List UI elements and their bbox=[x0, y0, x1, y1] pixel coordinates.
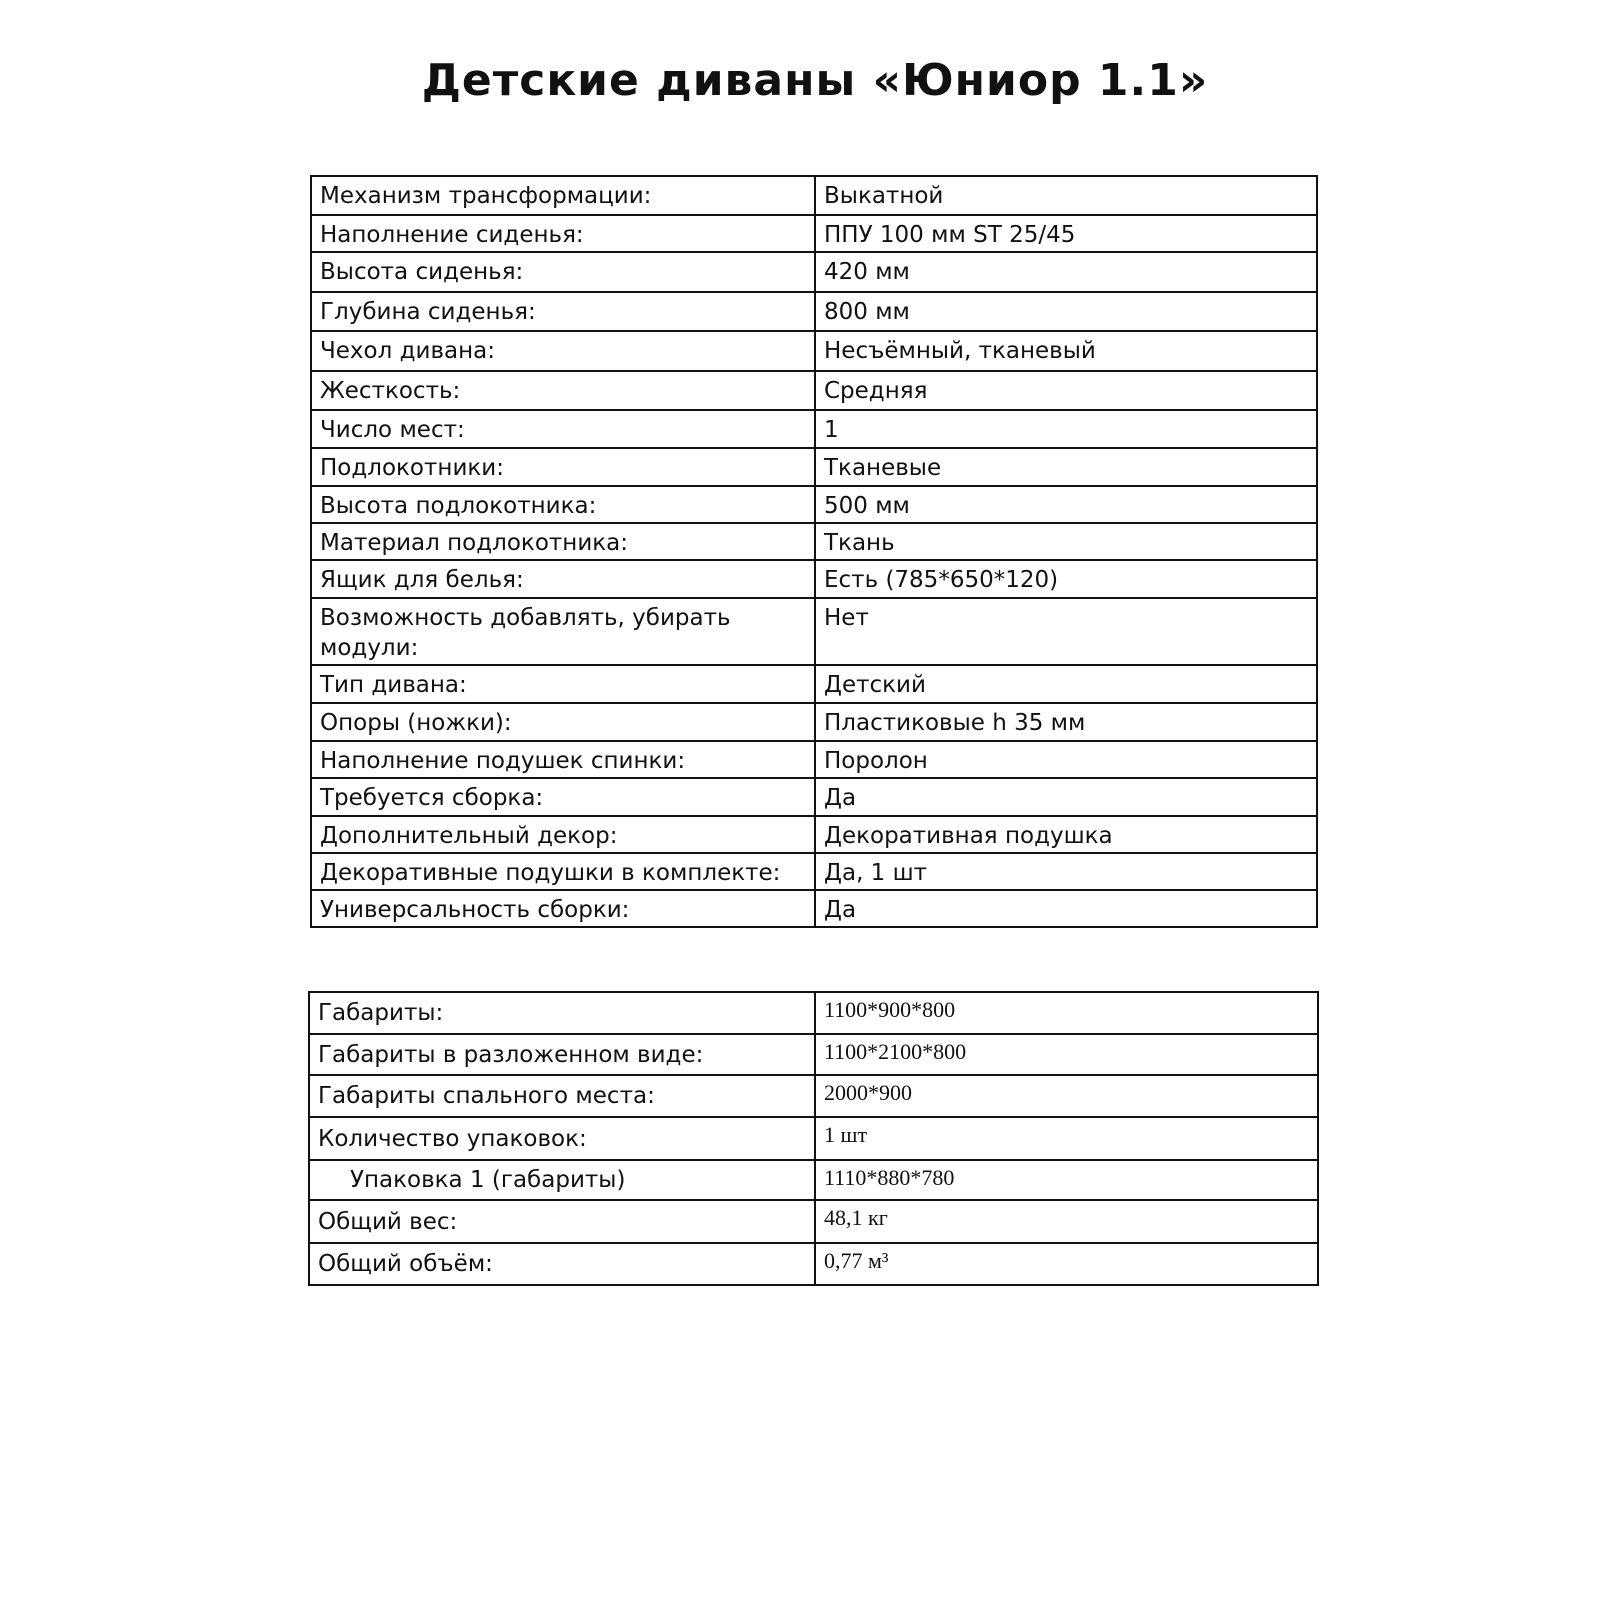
table-row: Возможность добавлять, убирать модули: Не… bbox=[310, 597, 1318, 666]
table-row: Упаковка 1 (габариты) 1110*880*780 bbox=[308, 1159, 1319, 1201]
row-value: Есть (785*650*120) bbox=[814, 559, 1318, 599]
row-label: Габариты в разложенном виде: bbox=[308, 1033, 816, 1076]
row-label: Материал подлокотника: bbox=[310, 522, 816, 561]
table-row: Число мест: 1 bbox=[310, 409, 1318, 449]
row-value: 48,1 кг bbox=[814, 1199, 1319, 1244]
table-row: Чехол дивана: Несъёмный, тканевый bbox=[310, 330, 1318, 372]
row-label: Дополнительный декор: bbox=[310, 815, 816, 854]
row-value: 1100*2100*800 bbox=[814, 1033, 1319, 1076]
table-row: Жесткость: Средняя bbox=[310, 370, 1318, 411]
row-value: 1 bbox=[814, 409, 1318, 449]
row-value: Декоративная подушка bbox=[814, 815, 1318, 854]
row-value: Несъёмный, тканевый bbox=[814, 330, 1318, 372]
table-row: Глубина сиденья: 800 мм bbox=[310, 291, 1318, 332]
row-value: Да, 1 шт bbox=[814, 852, 1318, 891]
row-label: Требуется сборка: bbox=[310, 777, 816, 817]
row-value: 1110*880*780 bbox=[814, 1159, 1319, 1201]
table-row: Декоративные подушки в комплекте: Да, 1 ш… bbox=[310, 852, 1318, 891]
row-label: Общий вес: bbox=[308, 1199, 816, 1244]
table-row: Дополнительный декор: Декоративная подушк… bbox=[310, 815, 1318, 854]
table-row: Общий вес: 48,1 кг bbox=[308, 1199, 1319, 1244]
row-label: Количество упаковок: bbox=[308, 1116, 816, 1161]
row-label: Общий объём: bbox=[308, 1242, 816, 1286]
table-row: Наполнение подушек спинки: Поролон bbox=[310, 740, 1318, 779]
table-row: Общий объём: 0,77 м³ bbox=[308, 1242, 1319, 1286]
row-value: Пластиковые h 35 мм bbox=[814, 702, 1318, 742]
table-row: Ящик для белья: Есть (785*650*120) bbox=[310, 559, 1318, 599]
table-row: Подлокотники: Тканевые bbox=[310, 447, 1318, 487]
row-value: Детский bbox=[814, 664, 1318, 704]
row-value: 420 мм bbox=[814, 251, 1318, 293]
row-label: Габариты: bbox=[308, 991, 816, 1035]
row-label: Глубина сиденья: bbox=[310, 291, 816, 332]
table-row: Габариты спального места: 2000*900 bbox=[308, 1074, 1319, 1118]
table-row: Габариты в разложенном виде: 1100*2100*80… bbox=[308, 1033, 1319, 1076]
row-value: ППУ 100 мм ST 25/45 bbox=[814, 214, 1318, 253]
table-row: Высота подлокотника: 500 мм bbox=[310, 485, 1318, 524]
row-label: Универсальность сборки: bbox=[310, 889, 816, 928]
dimensions-table: Габариты: 1100*900*800 Габариты в разложен… bbox=[308, 991, 1319, 1286]
row-label: Чехол дивана: bbox=[310, 330, 816, 372]
row-label: Наполнение подушек спинки: bbox=[310, 740, 816, 779]
row-label: Подлокотники: bbox=[310, 447, 816, 487]
table-row: Наполнение сиденья: ППУ 100 мм ST 25/45 bbox=[310, 214, 1318, 253]
table-row: Опоры (ножки): Пластиковые h 35 мм bbox=[310, 702, 1318, 742]
table-row: Универсальность сборки: Да bbox=[310, 889, 1318, 928]
row-value: Да bbox=[814, 777, 1318, 817]
row-value: Тканевые bbox=[814, 447, 1318, 487]
row-label: Жесткость: bbox=[310, 370, 816, 411]
table-row: Требуется сборка: Да bbox=[310, 777, 1318, 817]
row-value: 1 шт bbox=[814, 1116, 1319, 1161]
row-label: Высота сиденья: bbox=[310, 251, 816, 293]
row-label: Опоры (ножки): bbox=[310, 702, 816, 742]
row-label: Ящик для белья: bbox=[310, 559, 816, 599]
row-label: Тип дивана: bbox=[310, 664, 816, 704]
row-value: 500 мм bbox=[814, 485, 1318, 524]
row-value: 1100*900*800 bbox=[814, 991, 1319, 1035]
row-value: 0,77 м³ bbox=[814, 1242, 1319, 1286]
row-value: Ткань bbox=[814, 522, 1318, 561]
row-value: Средняя bbox=[814, 370, 1318, 411]
specs-table: Механизм трансформации: Выкатной Наполнени… bbox=[310, 175, 1318, 928]
row-value: Поролон bbox=[814, 740, 1318, 779]
row-value: Нет bbox=[814, 597, 1318, 666]
table-row: Количество упаковок: 1 шт bbox=[308, 1116, 1319, 1161]
row-label: Возможность добавлять, убирать модули: bbox=[310, 597, 816, 666]
row-label: Высота подлокотника: bbox=[310, 485, 816, 524]
table-row: Материал подлокотника: Ткань bbox=[310, 522, 1318, 561]
row-value: 2000*900 bbox=[814, 1074, 1319, 1118]
page-title: Детские диваны «Юниор 1.1» bbox=[421, 55, 1209, 106]
row-label: Число мест: bbox=[310, 409, 816, 449]
row-label: Механизм трансформации: bbox=[310, 175, 816, 216]
row-value: 800 мм bbox=[814, 291, 1318, 332]
table-row: Механизм трансформации: Выкатной bbox=[310, 175, 1318, 216]
table-row: Тип дивана: Детский bbox=[310, 664, 1318, 704]
table-row: Габариты: 1100*900*800 bbox=[308, 991, 1319, 1035]
row-label: Наполнение сиденья: bbox=[310, 214, 816, 253]
row-label: Габариты спального места: bbox=[308, 1074, 816, 1118]
row-label: Декоративные подушки в комплекте: bbox=[310, 852, 816, 891]
row-value: Выкатной bbox=[814, 175, 1318, 216]
row-value: Да bbox=[814, 889, 1318, 928]
row-label: Упаковка 1 (габариты) bbox=[308, 1159, 816, 1201]
table-row: Высота сиденья: 420 мм bbox=[310, 251, 1318, 293]
